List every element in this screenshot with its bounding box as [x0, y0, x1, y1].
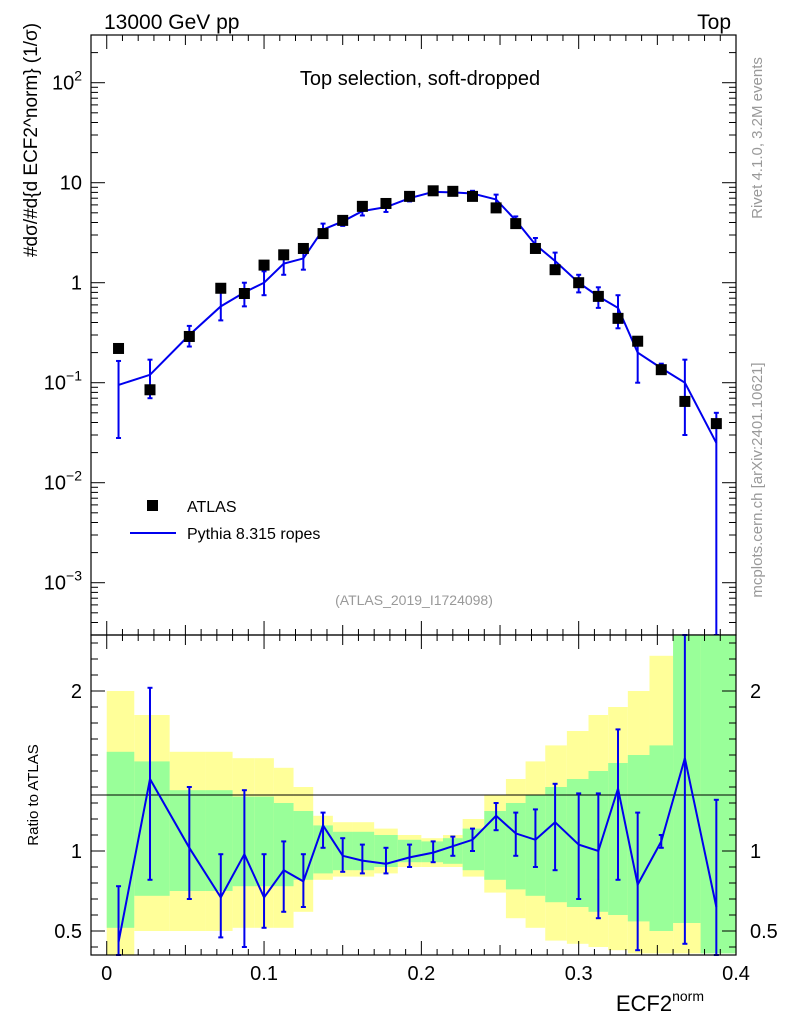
- data-point: [549, 264, 561, 276]
- y-axis-label-main: #dσ/#d{d ECF2^norm} (1/σ): [21, 23, 42, 257]
- x-tick-label: 0: [101, 963, 112, 985]
- ratio-band-inner: [205, 790, 233, 891]
- data-point: [380, 197, 392, 209]
- ratio-band-inner: [700, 635, 736, 954]
- main-y-tick-exp: −1: [66, 368, 82, 384]
- x-tick-label: 0.3: [565, 963, 593, 985]
- main-y-tick-label: 1: [71, 273, 82, 295]
- data-point: [710, 418, 722, 430]
- x-tick-label: 0.4: [722, 963, 750, 985]
- main-y-tick-base: 10: [60, 173, 82, 195]
- data-point: [612, 312, 624, 324]
- data-point: [447, 185, 459, 197]
- ratio-band-inner: [484, 811, 506, 880]
- main-y-tick-exp: −3: [66, 568, 82, 584]
- data-point: [529, 242, 541, 254]
- legend-data-label: ATLAS: [187, 499, 237, 516]
- analysis-id-label: (ATLAS_2019_I1724098): [335, 592, 493, 608]
- ratio-marks: [116, 634, 719, 956]
- x-axis-ticks: 0 0.1 0.2 0.3 0.4: [90, 35, 750, 985]
- data-point: [317, 228, 329, 240]
- ratio-y-tick-label-right: 0.5: [750, 921, 778, 943]
- main-y-tick-label: 10−3: [44, 568, 82, 595]
- ratio-y-tick-label-right: 2: [750, 681, 761, 703]
- y-axis-label-ratio: Ratio to ATLAS: [25, 744, 42, 845]
- ratio-band-inner: [673, 635, 701, 923]
- main-y-tick-base: 10: [44, 373, 66, 395]
- x-tick-label: 0.2: [407, 963, 435, 985]
- main-y-tick-label: 10−2: [44, 468, 82, 495]
- ratio-band-inner: [106, 751, 135, 928]
- ratio-band-inner: [293, 811, 314, 880]
- header-process-label: Top: [697, 11, 731, 34]
- plot-title: Top selection, soft-dropped: [300, 68, 540, 90]
- main-y-tick-label: 10−1: [44, 368, 82, 395]
- ratio-y-tick-label-left: 1: [71, 841, 82, 863]
- ratio-panel-frame: [90, 634, 737, 956]
- x-axis-label: ECF2norm: [616, 988, 704, 1016]
- main-y-tick-base: 10: [44, 473, 66, 495]
- data-point: [490, 202, 502, 214]
- side-mcplots-label: mcplots.cern.ch [arXiv:2401.10621]: [749, 362, 766, 597]
- data-point: [356, 200, 368, 212]
- legend-data-marker: [147, 500, 158, 511]
- main-panel: Top selection, soft-dropped (ATLAS_2019_…: [44, 34, 737, 636]
- data-point: [510, 218, 522, 230]
- main-y-tick-label: 10: [60, 173, 82, 195]
- header-energy-label: 13000 GeV pp: [104, 11, 239, 34]
- data-point: [427, 185, 439, 197]
- x-axis-label-main: ECF2: [616, 991, 672, 1016]
- ratio-band-inner: [169, 790, 206, 891]
- data-point: [592, 290, 604, 302]
- data-point: [466, 190, 478, 202]
- ratio-panel: 2 2 1 1 0.5 0.5: [54, 634, 778, 956]
- data-point: [655, 364, 667, 376]
- main-data-marks: [113, 185, 722, 636]
- main-y-tick-base: 10: [44, 573, 66, 595]
- data-point: [258, 259, 270, 271]
- main-y-tick-base: 1: [71, 273, 82, 295]
- data-point: [573, 277, 585, 289]
- ratio-y-tick-label-left: 0.5: [54, 921, 82, 943]
- data-point: [679, 395, 691, 407]
- ratio-y-tick-label-left: 2: [71, 681, 82, 703]
- main-y-tick-exp: −2: [66, 468, 82, 484]
- data-point: [632, 335, 644, 347]
- side-rivet-label: Rivet 4.1.0, 3.2M events: [749, 57, 766, 219]
- data-point: [278, 249, 290, 261]
- data-point: [113, 342, 125, 354]
- main-y-tick-label: 102: [52, 68, 82, 95]
- data-point: [183, 330, 195, 342]
- data-point: [337, 214, 349, 226]
- main-y-tick-base: 10: [52, 73, 74, 95]
- main-y-tick-exp: 2: [74, 68, 82, 84]
- ratio-y-ticks: 2 2 1 1 0.5 0.5: [54, 642, 778, 948]
- legend-mc-label: Pythia 8.315 ropes: [187, 526, 320, 543]
- legend: ATLAS Pythia 8.315 ropes: [130, 499, 320, 543]
- data-point: [297, 242, 309, 254]
- x-tick-label: 0.1: [250, 963, 278, 985]
- data-point: [404, 190, 416, 202]
- data-point: [238, 288, 250, 300]
- ratio-y-tick-label-right: 1: [750, 841, 761, 863]
- ratio-band-inner: [254, 796, 274, 887]
- x-axis-label-sup: norm: [672, 988, 704, 1004]
- mc-series-line: [118, 190, 718, 444]
- data-point: [144, 384, 156, 396]
- data-point: [215, 282, 227, 294]
